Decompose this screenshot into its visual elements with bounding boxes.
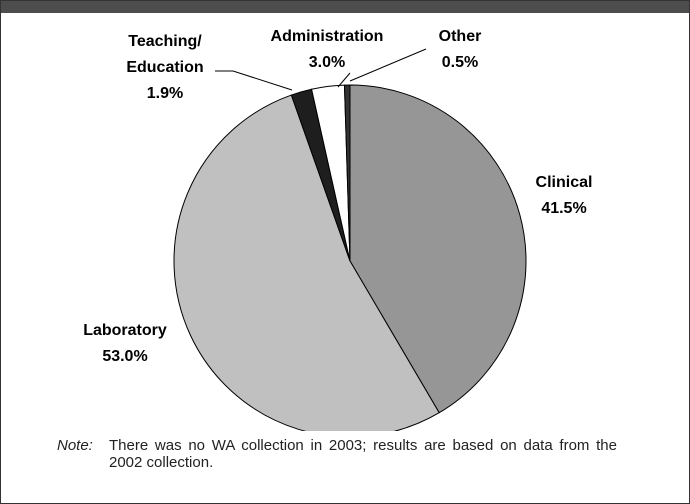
note-label: Note: (57, 437, 93, 454)
category-label: Administration (271, 28, 384, 45)
header-bar (1, 1, 689, 13)
category-label-line: Laboratory (83, 322, 167, 339)
value-label: 0.5% (442, 54, 478, 71)
leader-line (337, 72, 351, 88)
category-label: Clinical (536, 174, 593, 191)
category-label: Teaching/Education (126, 33, 203, 76)
category-label-line: Teaching/ (128, 33, 202, 50)
category-label: Laboratory (83, 322, 167, 339)
value-label: 1.9% (147, 85, 183, 102)
pie-slice (343, 84, 351, 262)
chart: Clinical 41.5% Laboratory 53.0% Teaching/Edu… (83, 28, 593, 431)
note-text: There was no WA collection in 2003; resu… (109, 437, 617, 471)
category-label-line: Other (439, 28, 482, 45)
pie-slice (173, 94, 440, 431)
category-label-line: Clinical (536, 174, 593, 191)
category-label: Other (439, 28, 482, 45)
category-label-line: Education (126, 59, 203, 76)
pie-slice (349, 84, 527, 414)
value-label: 53.0% (102, 348, 147, 365)
value-label: 41.5% (541, 200, 586, 217)
leader-line (215, 70, 293, 91)
category-label-line: Administration (271, 28, 384, 45)
leader-line (349, 48, 427, 82)
note: Note: There was no WA collection in 2003… (57, 437, 617, 471)
value-label: 3.0% (309, 54, 345, 71)
